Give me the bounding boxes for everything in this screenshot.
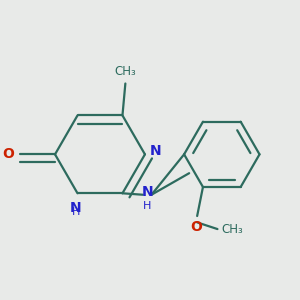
Text: H: H bbox=[143, 200, 151, 211]
Text: N: N bbox=[70, 200, 82, 214]
Text: O: O bbox=[2, 147, 14, 161]
Text: N: N bbox=[141, 185, 153, 200]
Text: H: H bbox=[72, 207, 80, 217]
Text: N: N bbox=[150, 144, 162, 158]
Text: CH₃: CH₃ bbox=[221, 223, 243, 236]
Text: O: O bbox=[190, 220, 202, 234]
Text: CH₃: CH₃ bbox=[115, 65, 136, 78]
